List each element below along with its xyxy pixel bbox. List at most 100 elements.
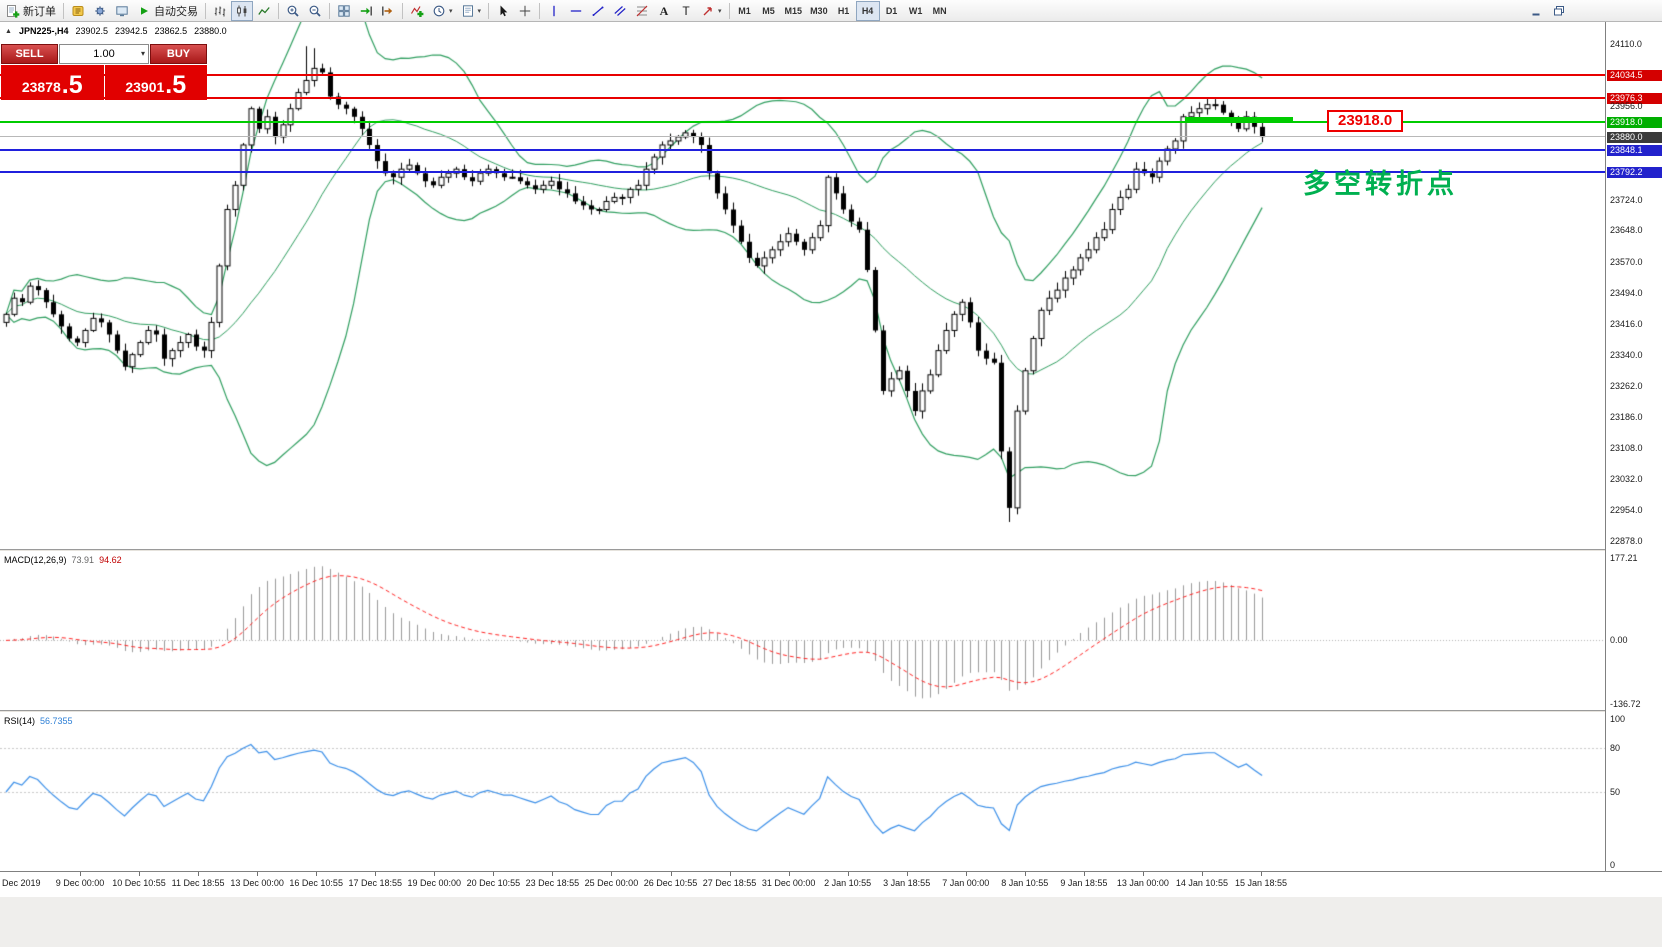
indicators-button[interactable] xyxy=(406,1,428,21)
pane-divider[interactable] xyxy=(0,710,1662,713)
price-scale-label: 22954.0 xyxy=(1610,505,1643,516)
zoom-in-button[interactable] xyxy=(282,1,304,21)
time-axis-label: 3 Jan 18:55 xyxy=(883,878,931,888)
cursor-button[interactable] xyxy=(492,1,514,21)
chart-shift-icon xyxy=(381,4,395,18)
macd-main-value: 73.91 xyxy=(71,555,95,565)
time-axis-label: 2 Jan 10:55 xyxy=(824,878,872,888)
timeframe-w1-button[interactable]: W1 xyxy=(908,5,923,16)
time-axis-label: 27 Dec 18:55 xyxy=(702,878,757,888)
ohlc-high-value: 23942.5 xyxy=(115,26,148,36)
chart-info-line: ▲ JPN225-,H4 23902.5 23942.5 23862.5 238… xyxy=(5,26,227,36)
metaeditor-button[interactable] xyxy=(67,1,89,21)
price-tag-label: 23918.0 xyxy=(1607,116,1662,128)
line-chart-button[interactable] xyxy=(253,1,275,21)
time-axis-tick xyxy=(789,872,790,876)
timeframe-m30-button[interactable]: M30 xyxy=(810,5,828,16)
time-axis-tick xyxy=(493,872,494,876)
time-axis-tick xyxy=(257,872,258,876)
dropdown-caret-icon: ▾ xyxy=(449,7,453,15)
fibonacci-button[interactable] xyxy=(631,1,653,21)
time-axis-label: 10 Dec 10:55 xyxy=(112,878,166,888)
trendline-button[interactable] xyxy=(587,1,609,21)
vline-icon xyxy=(547,4,561,18)
periods-button[interactable]: ▾ xyxy=(428,1,457,21)
pivot-line-23918-0[interactable] xyxy=(0,120,1605,123)
time-axis-tick xyxy=(1025,872,1026,876)
rsi-scale-label: 50 xyxy=(1610,787,1621,797)
sell-price-box[interactable]: 23878.5 xyxy=(1,65,104,100)
price-chart[interactable] xyxy=(0,22,1605,549)
arrows-button[interactable]: ▾ xyxy=(697,1,726,21)
one-click-panel-toggle-icon[interactable]: ▲ xyxy=(5,27,12,35)
current-price-line-23880-0[interactable] xyxy=(0,136,1605,138)
new-order-button[interactable]: 新订单 xyxy=(2,1,60,21)
turning-point-annotation[interactable]: 多空转折点 xyxy=(1303,169,1458,199)
toolbar-separator xyxy=(205,2,206,19)
restore-chart-button[interactable] xyxy=(1548,1,1570,21)
time-axis-tick xyxy=(1202,872,1203,876)
macd-scale-label: 0.00 xyxy=(1610,635,1628,646)
price-axis[interactable]: 24110.0 24034.5 23976.3 23956.0 23918.0 23880… xyxy=(1605,22,1662,871)
volume-dropdown-icon[interactable]: ▾ xyxy=(140,49,145,58)
options-button[interactable] xyxy=(89,1,111,21)
support-line-23848-1[interactable] xyxy=(0,148,1605,151)
tile-windows-button[interactable] xyxy=(333,1,355,21)
resistance-line-24034-5[interactable] xyxy=(0,73,1605,76)
price-tag-label: 24034.5 xyxy=(1607,69,1662,81)
timeframe-m15-button[interactable]: M15 xyxy=(784,5,803,16)
macd-indicator-pane[interactable] xyxy=(0,552,1605,710)
resistance-line-23976-3[interactable] xyxy=(0,97,1605,100)
pane-divider[interactable] xyxy=(0,549,1662,552)
price-callout-label[interactable]: 23918.0 xyxy=(1327,110,1404,132)
time-axis-tick xyxy=(848,872,849,876)
timeframe-m5-button[interactable]: M5 xyxy=(762,5,775,16)
time-axis-label: 11 Dec 18:55 xyxy=(171,878,225,888)
fullscreen-button[interactable] xyxy=(111,1,133,21)
buy-price-box[interactable]: 23901.5 xyxy=(104,65,207,100)
svg-text:T: T xyxy=(682,4,690,18)
timeframe-m1-button[interactable]: M1 xyxy=(738,5,751,16)
horizontal-line-button[interactable] xyxy=(565,1,587,21)
minimize-chart-button[interactable] xyxy=(1526,1,1548,21)
hline-icon xyxy=(569,4,583,18)
timeframe-d1-button[interactable]: D1 xyxy=(885,5,898,16)
bar-chart-button[interactable] xyxy=(209,1,231,21)
vertical-line-button[interactable] xyxy=(543,1,565,21)
time-axis-label: 23 Dec 18:55 xyxy=(525,878,580,888)
window-background xyxy=(0,897,1662,947)
label-button[interactable]: T xyxy=(675,1,697,21)
channel-icon xyxy=(613,4,627,18)
timeframe-h4-button[interactable]: H4 xyxy=(855,0,880,21)
timeframe-mn-button[interactable]: MN xyxy=(932,5,947,16)
buy-button[interactable]: BUY xyxy=(150,44,207,64)
chart-shift-button[interactable] xyxy=(377,1,399,21)
autotrading-icon xyxy=(137,4,151,18)
templates-button[interactable]: ▾ xyxy=(457,1,486,21)
volume-input[interactable]: 1.00 ▾ xyxy=(59,44,149,64)
auto-scroll-button[interactable] xyxy=(355,1,377,21)
restore-icon xyxy=(1552,4,1566,18)
buy-price-main: 23901 xyxy=(125,79,165,95)
autotrading-button[interactable]: 自动交易 xyxy=(133,1,202,21)
zoom-out-button[interactable] xyxy=(304,1,326,21)
channel-button[interactable] xyxy=(609,1,631,21)
ohlc-close-value: 23880.0 xyxy=(194,26,227,36)
trend-highlight-segment[interactable] xyxy=(1185,116,1293,122)
time-axis[interactable]: Dec 2019 9 Dec 00:00 10 Dec 10:55 11 Dec 18… xyxy=(0,871,1662,897)
line-chart-icon xyxy=(257,4,271,18)
rsi-value: 56.7355 xyxy=(40,716,73,726)
time-axis-label: 9 Dec 00:00 xyxy=(55,878,105,888)
support-line-23792-2[interactable] xyxy=(0,171,1605,174)
price-scale-label: 23570.0 xyxy=(1610,256,1643,267)
sell-button[interactable]: SELL xyxy=(1,44,58,64)
crosshair-button[interactable] xyxy=(514,1,536,21)
time-axis-tick xyxy=(375,872,376,876)
macd-scale-label: 177.21 xyxy=(1610,553,1638,563)
candlestick-button[interactable] xyxy=(231,0,253,21)
ohlc-open-value: 23902.5 xyxy=(75,26,109,36)
timeframe-h1-button[interactable]: H1 xyxy=(837,5,850,16)
rsi-indicator-pane[interactable] xyxy=(0,713,1605,871)
text-button[interactable]: A xyxy=(653,1,675,21)
new-order-icon xyxy=(6,4,20,18)
